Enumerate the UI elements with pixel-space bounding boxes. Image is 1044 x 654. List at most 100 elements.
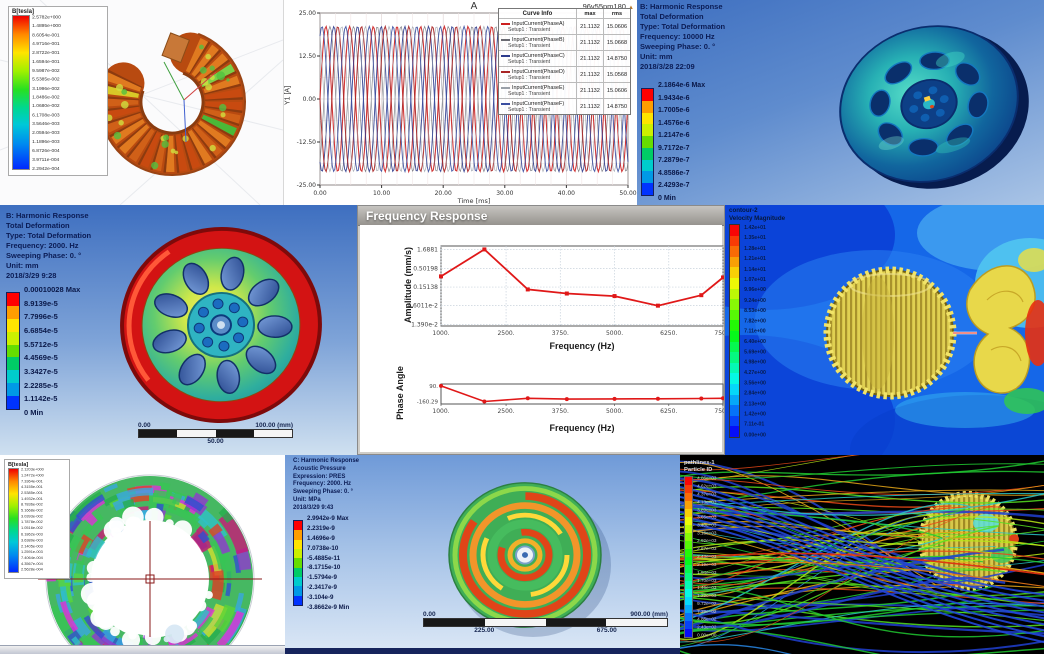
info-line: Type: Total Deformation [640, 22, 726, 31]
color-band [294, 586, 302, 596]
legend-value: 2.2942e-004 [32, 166, 60, 170]
legend-value: 2.1203e+000 [20, 468, 44, 472]
color-band [685, 477, 692, 485]
legend-color-bands [729, 224, 740, 438]
color-band [730, 362, 739, 374]
color-band [730, 415, 739, 427]
legend-value: 2.2319e-9 [307, 524, 335, 532]
legend-value: 3.89e+03 [697, 507, 717, 513]
legend-value: 2.5385e-001 [20, 491, 43, 496]
maxwell-3d-viewport[interactable] [0, 0, 283, 205]
legend-value: 1.4696e-9 [307, 534, 335, 542]
scale-ruler: 0.00 100.00 (mm) 50.00 [138, 422, 293, 445]
info-line: C: Harmonic Response [293, 458, 360, 464]
pathlines-viewport[interactable] [680, 455, 1044, 654]
color-band [294, 576, 302, 587]
svg-text:10.00: 10.00 [373, 190, 390, 197]
info-line: Total Deformation [6, 221, 70, 230]
legend-value: 2.4293e-7 [658, 182, 690, 190]
pressure-legend: 2.9942e-9 Max 2.2319e-9 1.4696e-9 7.0738e-1… [293, 515, 349, 611]
info-line: Type: Total Deformation [6, 231, 92, 240]
svg-text:0.15138: 0.15138 [413, 284, 438, 291]
legend-value: 5.1668e-002 [20, 509, 43, 514]
svg-text:90.: 90. [429, 384, 438, 390]
harmonic-3d-viewport[interactable] [817, 4, 1044, 204]
colorbar [8, 468, 19, 573]
legend-value: 6.1862e-003 [20, 532, 43, 537]
color-band [685, 629, 692, 637]
legend-value: 2.1405e-003 [20, 544, 43, 549]
legend-value: 3.9711e-004 [32, 157, 60, 163]
info-line: Expression: PRES [293, 473, 346, 480]
info-line: Frequency: 2000. Hz [6, 241, 79, 250]
legend-value: 7.82e+00 [744, 317, 766, 324]
legend-value: 4.98e+00 [744, 358, 766, 366]
color-band [7, 331, 19, 345]
legend-value: 9.5987e-002 [32, 68, 60, 74]
legend-color-bands [6, 292, 20, 410]
cfd-viewport[interactable] [725, 205, 1044, 455]
legend-value: 0 Min [658, 194, 676, 202]
legend-value: 6.8726e-004 [32, 148, 60, 154]
curve-info-table: Curve Info max rms InputCurrent(PhaseA) S… [498, 8, 631, 115]
svg-text:3750.: 3750. [552, 408, 569, 415]
legend-value: 1.42e+00 [744, 410, 766, 417]
amplitude-axis-label: Amplitude (mm/s) [403, 247, 413, 324]
frequency-axis-label: Frequency (Hz) [549, 423, 615, 433]
legend-value: 2.43e+03 [697, 554, 717, 560]
window-titlebar[interactable]: Frequency Response [358, 206, 724, 226]
legend-value: 1.22e+03 [697, 593, 717, 599]
svg-text:1000.: 1000. [432, 330, 449, 337]
frequency-axis-label: Frequency (Hz) [549, 341, 615, 351]
color-band [642, 159, 653, 172]
color-band [685, 597, 692, 605]
info-line: Sweeping Phase: 0. ° [6, 251, 82, 260]
color-band [730, 225, 739, 236]
color-band [730, 341, 739, 353]
legend-value: 6.6854e-5 [24, 325, 58, 335]
window-title: Frequency Response [366, 208, 488, 223]
legend-value: 9.7172e-7 [658, 144, 690, 152]
legend-values: 1.42e+01 1.35e+01 1.28e+01 1.21e+01 1.14e+01… [742, 224, 786, 438]
frequency-response-canvas: 1000. 2500. 3750. 5000. 6250. 7500. 1.6881 0.50… [407, 245, 724, 415]
svg-text:-12.50: -12.50 [297, 139, 317, 146]
color-band [685, 589, 692, 597]
window-body: 1000. 2500. 3750. 5000. 6250. 7500. 1.6881 0.50… [360, 225, 724, 452]
panel-acoustic-pressure: C: Harmonic Response Acoustic Pressure Exp… [285, 455, 680, 654]
plot-title: A [470, 1, 478, 12]
color-band [730, 267, 739, 278]
legend-value: 9.96e+00 [744, 286, 766, 293]
legend-value: 7.7996e-5 [24, 312, 58, 322]
color-band [7, 396, 19, 410]
legend-value: 2.13e+00 [744, 400, 766, 407]
legend-value: 0.00010028 Max [24, 285, 81, 294]
legend-value: 1.28e+01 [744, 244, 766, 252]
legend-value: 1.1896e-003 [32, 139, 60, 145]
model-label: 96v55nm180 [582, 2, 626, 11]
legend-value: 8.7836e-002 [20, 503, 43, 508]
color-band [7, 344, 19, 358]
legend-value: 4.8586e-7 [658, 169, 690, 177]
legend-value: -2.3417e-9 [307, 584, 337, 592]
legend-value: 1.1142e-5 [24, 394, 58, 404]
color-band [685, 533, 692, 541]
legend-value: 1.4932e-001 [20, 497, 43, 502]
legend-header-line: pathlines-1 [684, 460, 715, 466]
legend-value: 1.9434e-6 [658, 94, 690, 102]
svg-text:30.00: 30.00 [496, 190, 513, 197]
color-band [7, 293, 19, 306]
harmonic-3d-viewport[interactable] [88, 213, 355, 443]
color-band [685, 549, 692, 557]
legend-value: 2.9942e-9 Max [307, 515, 349, 522]
legend-value: -3.8662e-9 Min [307, 603, 350, 611]
color-band [294, 567, 302, 577]
legend-value: 1.4895e+000 [32, 23, 61, 29]
color-band [685, 605, 692, 613]
legend-value: 7.0738e-10 [307, 544, 339, 552]
info-line: B: Harmonic Response [640, 2, 723, 11]
legend-value: 1.4576e-6 [658, 119, 690, 127]
legend-value: 1.2147e-6 [658, 132, 690, 140]
acoustic-3d-viewport[interactable] [285, 455, 680, 654]
deformation-legend: 2.1864e-6 Max 1.9434e-6 1.7005e-6 1.4576e-6… [641, 82, 705, 202]
svg-text:2500.: 2500. [497, 408, 514, 415]
